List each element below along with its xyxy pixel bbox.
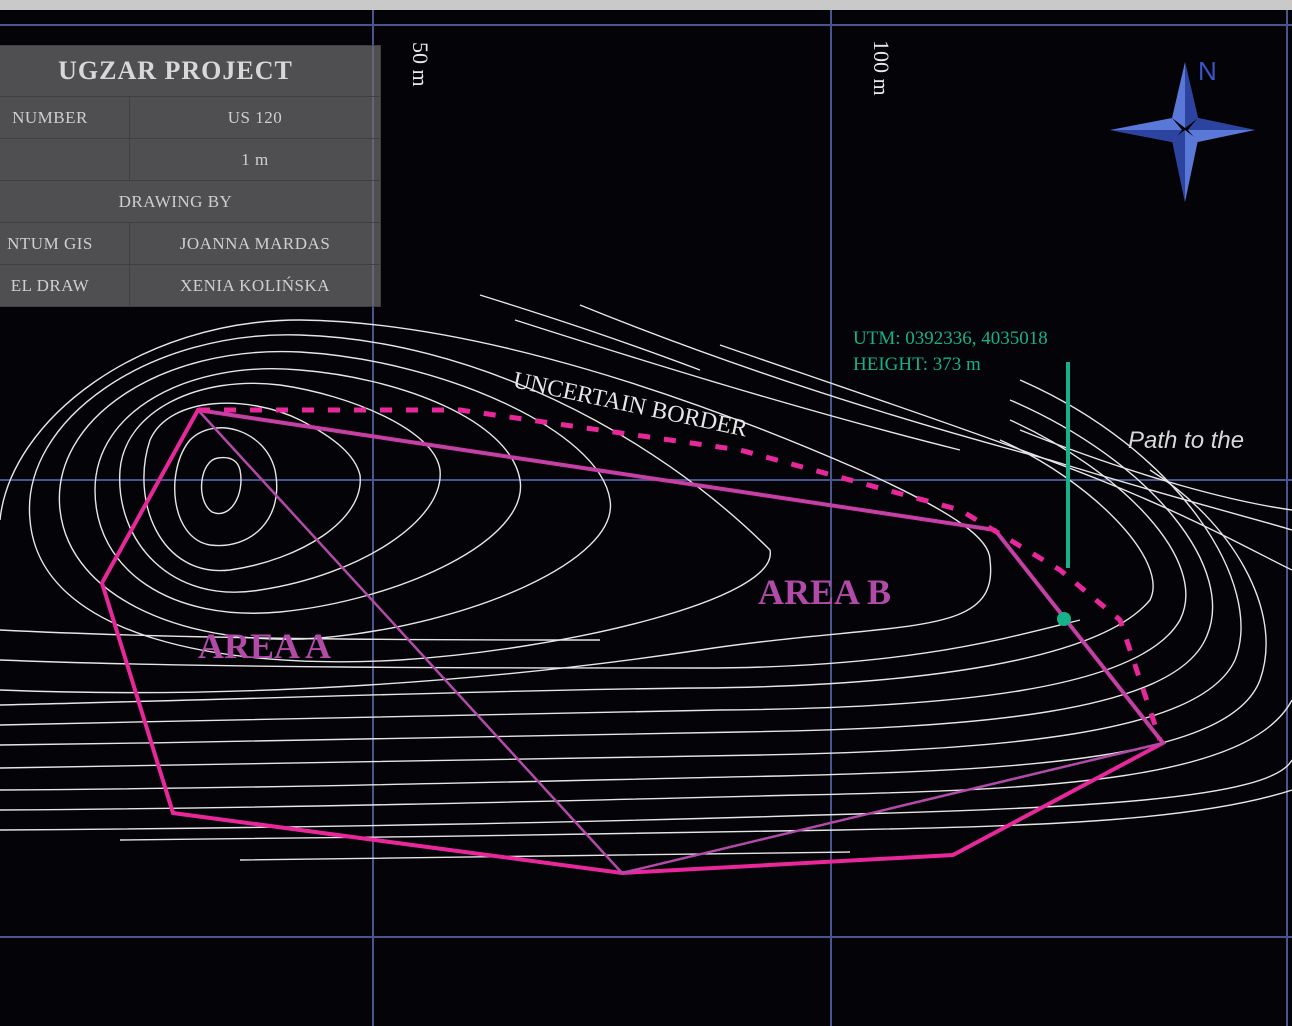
area-b-inner-line bbox=[197, 408, 1166, 875]
area-b-label: AREA B bbox=[758, 572, 891, 612]
area-outlines bbox=[99, 407, 1167, 876]
legend-scale-label bbox=[0, 138, 130, 181]
legend-software-gis: NTUM GIS bbox=[0, 222, 130, 265]
grid-lines bbox=[0, 10, 1292, 1026]
legend-number-label: NUMBER bbox=[0, 96, 130, 139]
grid-label-50m: 50 m bbox=[408, 42, 433, 87]
contour-lines bbox=[0, 294, 1292, 861]
uncertain-border-label: UNCERTAIN BORDER bbox=[511, 367, 750, 442]
compass-north-label: N bbox=[1198, 56, 1217, 86]
north-arrow-compass-icon: N bbox=[1110, 56, 1255, 202]
legend-author-kolinska: XENIA KOLIŃSKA bbox=[129, 264, 381, 307]
uncertain-border-line bbox=[198, 407, 1163, 741]
path-label: Path to the bbox=[1128, 427, 1244, 454]
grid-label-100m: 100 m bbox=[869, 40, 894, 96]
legend-title: UGZAR PROJECT bbox=[0, 45, 381, 97]
legend-author-mardas: JOANNA MARDAS bbox=[129, 222, 381, 265]
legend-scale-value: 1 m bbox=[129, 138, 381, 181]
project-legend-table: UGZAR PROJECT NUMBER US 120 1 m DRAWING … bbox=[0, 45, 381, 307]
legend-drawing-by: DRAWING BY bbox=[0, 180, 381, 223]
legend-software-draw: EL DRAW bbox=[0, 264, 130, 307]
point-marker-dot bbox=[1057, 612, 1071, 626]
height-label: HEIGHT: 373 m bbox=[853, 354, 981, 375]
area-a-label: AREA A bbox=[198, 626, 331, 666]
utm-label: UTM: 0392336, 4035018 bbox=[853, 328, 1048, 349]
legend-number-value: US 120 bbox=[129, 96, 381, 139]
top-window-bar bbox=[0, 0, 1292, 10]
site-map: UNCERTAIN BORDER AREA A AREA B UTM: 0392… bbox=[0, 10, 1292, 1026]
